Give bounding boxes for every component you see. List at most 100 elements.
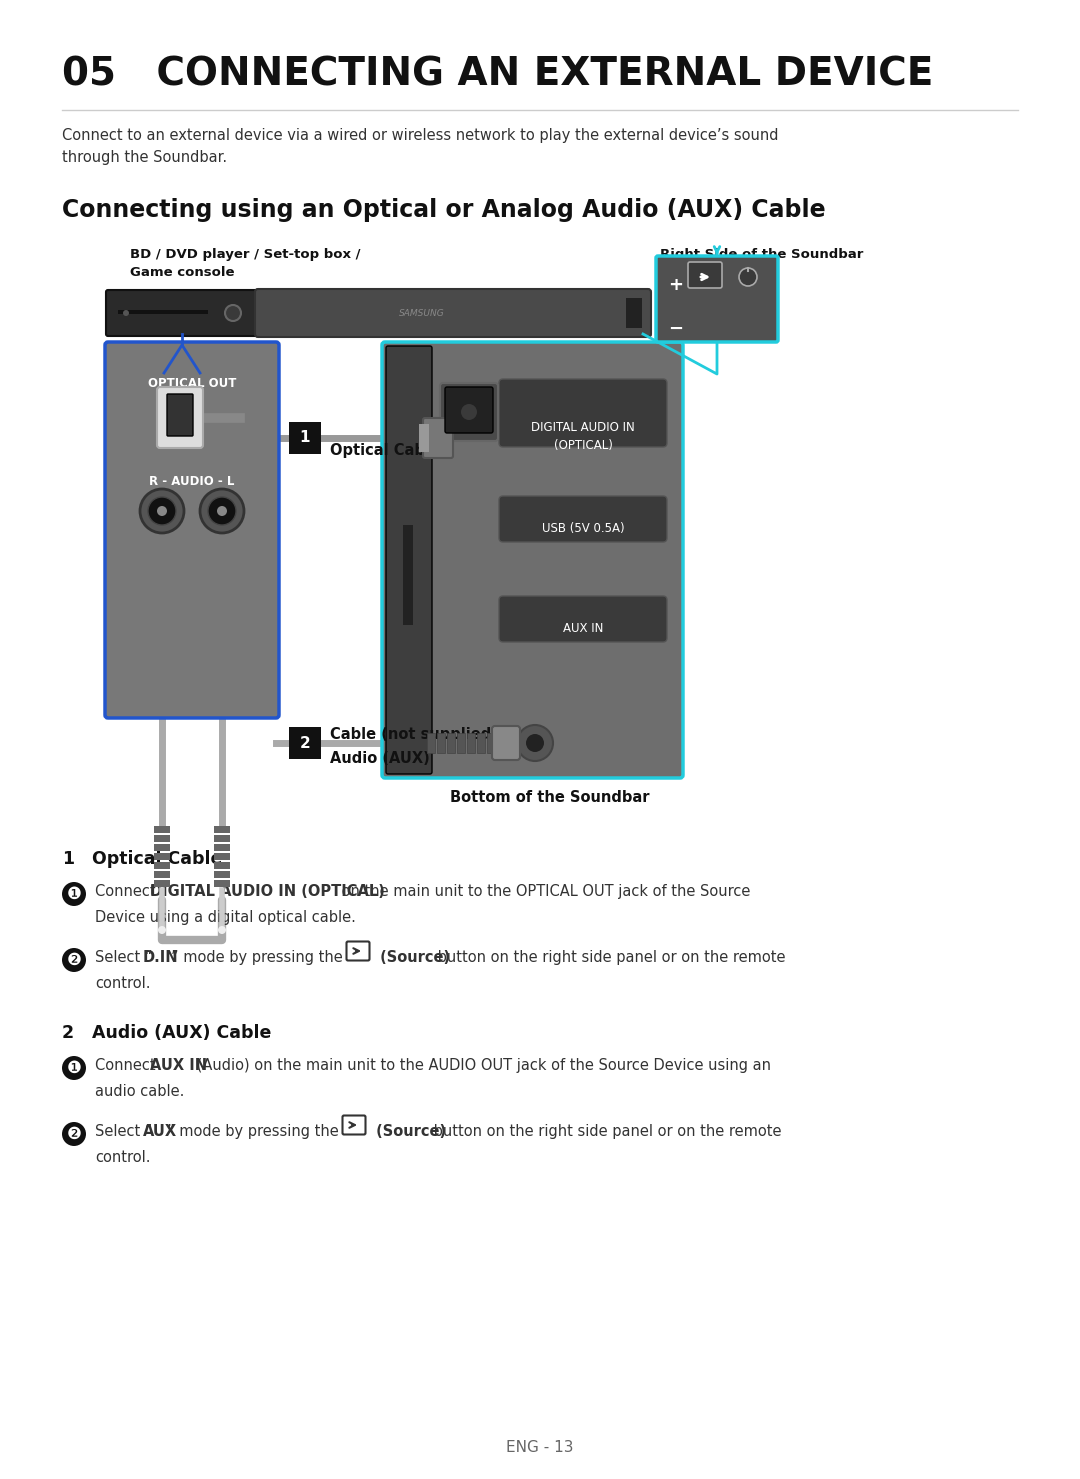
FancyBboxPatch shape: [499, 495, 667, 541]
Bar: [118, 311, 208, 314]
Text: Select “: Select “: [95, 950, 152, 964]
Text: 1: 1: [62, 850, 75, 868]
Circle shape: [217, 506, 227, 516]
Text: Bottom of the Soundbar: Bottom of the Soundbar: [450, 790, 650, 805]
Text: Right Side of the Soundbar: Right Side of the Soundbar: [660, 248, 863, 260]
Text: SAMSUNG: SAMSUNG: [399, 309, 445, 318]
Bar: [467, 734, 475, 753]
FancyBboxPatch shape: [105, 342, 279, 717]
Text: Connect: Connect: [95, 884, 160, 899]
Text: control.: control.: [95, 1151, 150, 1165]
FancyBboxPatch shape: [499, 379, 667, 447]
Text: button on the right side panel or on the remote: button on the right side panel or on the…: [433, 950, 785, 964]
Bar: [447, 734, 455, 753]
Text: DIGITAL AUDIO IN
(OPTICAL): DIGITAL AUDIO IN (OPTICAL): [531, 422, 635, 453]
Bar: [154, 871, 170, 879]
Bar: [626, 297, 642, 328]
FancyBboxPatch shape: [347, 942, 369, 960]
Text: Optical Cable: Optical Cable: [330, 444, 440, 458]
Text: Audio (AUX) Cable: Audio (AUX) Cable: [80, 1023, 271, 1043]
Bar: [437, 734, 445, 753]
Bar: [214, 853, 230, 859]
Circle shape: [123, 311, 129, 317]
Circle shape: [225, 305, 241, 321]
Bar: [214, 845, 230, 850]
Circle shape: [739, 268, 757, 285]
Circle shape: [148, 497, 176, 525]
Text: OPTICAL OUT: OPTICAL OUT: [148, 377, 237, 390]
Circle shape: [157, 506, 167, 516]
Text: Cable (not supplied): Cable (not supplied): [330, 728, 498, 742]
FancyBboxPatch shape: [440, 383, 498, 441]
FancyBboxPatch shape: [106, 290, 258, 336]
Text: D.IN: D.IN: [143, 950, 178, 964]
Circle shape: [218, 926, 226, 935]
Text: Select “: Select “: [95, 1124, 152, 1139]
Text: (Source): (Source): [375, 950, 450, 964]
Bar: [214, 825, 230, 833]
Bar: [154, 880, 170, 887]
Text: 1: 1: [300, 430, 310, 445]
Text: Connect: Connect: [95, 1057, 160, 1072]
FancyBboxPatch shape: [688, 262, 723, 288]
Bar: [487, 734, 495, 753]
Text: DIGITAL AUDIO IN (OPTICAL): DIGITAL AUDIO IN (OPTICAL): [150, 884, 384, 899]
Text: control.: control.: [95, 976, 150, 991]
Circle shape: [517, 725, 553, 762]
Bar: [154, 845, 170, 850]
Text: +: +: [669, 277, 683, 294]
Circle shape: [140, 490, 184, 532]
Text: AUX IN: AUX IN: [150, 1057, 207, 1072]
Bar: [427, 734, 435, 753]
Text: Audio (AUX): Audio (AUX): [330, 751, 430, 766]
Text: button on the right side panel or on the remote: button on the right side panel or on the…: [429, 1124, 782, 1139]
FancyBboxPatch shape: [342, 1115, 365, 1134]
Text: ❶: ❶: [67, 1059, 81, 1077]
Text: 2: 2: [62, 1023, 75, 1043]
Text: ” mode by pressing the: ” mode by pressing the: [171, 950, 342, 964]
Text: on the main unit to the OPTICAL OUT jack of the Source: on the main unit to the OPTICAL OUT jack…: [337, 884, 751, 899]
Circle shape: [200, 490, 244, 532]
Text: AUX: AUX: [143, 1124, 177, 1139]
Text: Device using a digital optical cable.: Device using a digital optical cable.: [95, 910, 356, 924]
Bar: [403, 525, 413, 626]
Circle shape: [208, 497, 237, 525]
Bar: [419, 424, 429, 453]
FancyBboxPatch shape: [255, 288, 651, 337]
Bar: [154, 853, 170, 859]
Circle shape: [62, 1123, 86, 1146]
Text: ” mode by pressing the: ” mode by pressing the: [167, 1124, 339, 1139]
Text: 2: 2: [299, 735, 310, 750]
Bar: [154, 825, 170, 833]
FancyBboxPatch shape: [423, 419, 453, 458]
FancyBboxPatch shape: [656, 256, 778, 342]
Text: (Source): (Source): [372, 1124, 446, 1139]
Circle shape: [526, 734, 544, 751]
Text: R - AUDIO - L: R - AUDIO - L: [149, 475, 234, 488]
Bar: [477, 734, 485, 753]
Circle shape: [461, 404, 477, 420]
Text: ❶: ❶: [67, 884, 81, 904]
FancyBboxPatch shape: [499, 596, 667, 642]
Circle shape: [158, 926, 166, 935]
Circle shape: [62, 1056, 86, 1080]
Bar: [214, 880, 230, 887]
FancyBboxPatch shape: [157, 387, 203, 448]
Text: Connecting using an Optical or Analog Audio (AUX) Cable: Connecting using an Optical or Analog Au…: [62, 198, 825, 222]
Bar: [154, 836, 170, 842]
Text: Connect to an external device via a wired or wireless network to play the extern: Connect to an external device via a wire…: [62, 129, 779, 166]
Text: −: −: [669, 319, 684, 339]
Text: Game console: Game console: [130, 266, 234, 280]
FancyBboxPatch shape: [382, 342, 683, 778]
Text: audio cable.: audio cable.: [95, 1084, 185, 1099]
FancyBboxPatch shape: [492, 726, 519, 760]
Text: BD / DVD player / Set-top box /: BD / DVD player / Set-top box /: [130, 248, 361, 260]
Bar: [214, 836, 230, 842]
Text: ENG - 13: ENG - 13: [507, 1441, 573, 1455]
Circle shape: [62, 948, 86, 972]
FancyBboxPatch shape: [167, 393, 193, 436]
FancyBboxPatch shape: [386, 346, 432, 774]
Bar: [289, 422, 321, 454]
Text: Optical Cable: Optical Cable: [80, 850, 222, 868]
Bar: [289, 728, 321, 759]
